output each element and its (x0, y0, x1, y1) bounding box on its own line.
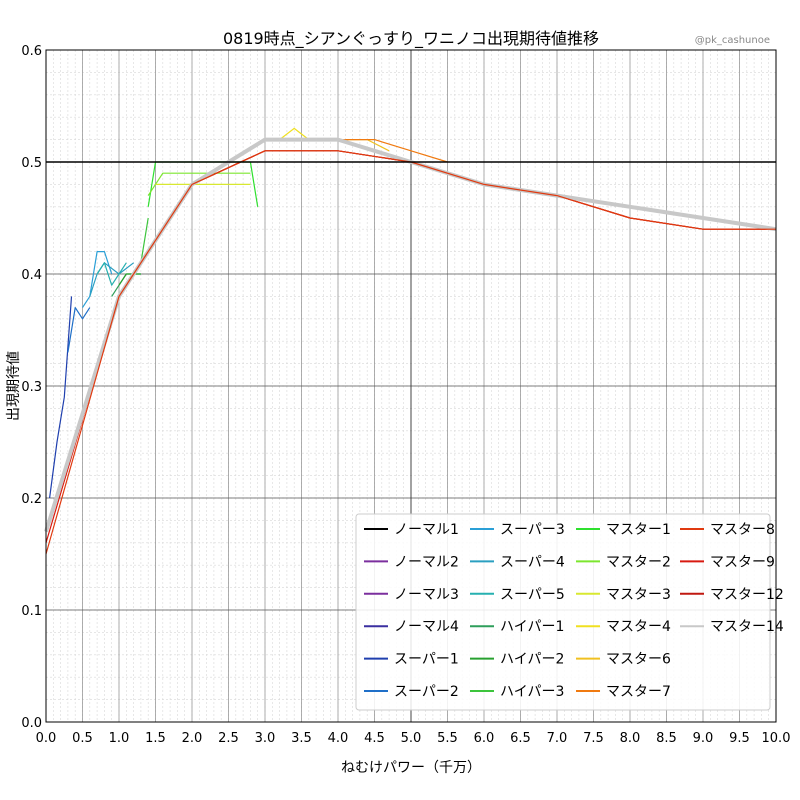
y-axis-label: 出現期待値 (6, 351, 22, 421)
x-tick-label: 9.0 (693, 731, 714, 746)
credit-label: @pk_cashunoe (695, 35, 770, 46)
legend-label: スーパー1 (394, 652, 459, 668)
x-tick-label: 7.5 (583, 731, 604, 746)
y-tick-label: 0.3 (21, 380, 42, 395)
series-line-スーパー5 (96, 262, 127, 286)
legend-label: ノーマル3 (394, 587, 459, 603)
x-tick-label: 3.5 (291, 731, 312, 746)
x-tick-label: 5.0 (401, 731, 422, 746)
plot-frame (45, 49, 777, 723)
legend-label: マスター2 (606, 554, 671, 570)
legend-label: スーパー4 (500, 554, 565, 570)
x-tick-label: 0.0 (36, 731, 57, 746)
series-line-マスター2 (147, 172, 251, 196)
x-tick-label: 2.5 (218, 731, 239, 746)
y-tick-label: 0.6 (21, 44, 42, 59)
legend-box (355, 513, 771, 711)
y-tick-label: 0.5 (21, 156, 42, 171)
legend-label: ハイパー1 (500, 619, 564, 635)
legend-label: ハイパー3 (500, 684, 564, 700)
legend-label: ノーマル2 (394, 554, 459, 570)
y-tick-labels: 0.0 0.1 0.2 0.3 0.4 0.5 0.6 (21, 44, 42, 731)
series-line-スーパー1 (49, 296, 73, 499)
legend-label: スーパー2 (394, 684, 459, 700)
legend-label: マスター9 (710, 554, 775, 570)
legend-label: マスター6 (606, 652, 671, 668)
chart-title: 0819時点_シアンぐっすり_ワニノコ出現期待値推移 (223, 29, 599, 49)
legend-label: ハイパー2 (500, 652, 564, 668)
legend-label: スーパー5 (500, 587, 565, 603)
y-tick-label: 0.1 (21, 604, 42, 619)
legend-label: ノーマル4 (394, 619, 459, 635)
x-tick-label: 7.0 (547, 731, 568, 746)
legend-label: マスター8 (710, 522, 775, 538)
x-tick-label: 6.5 (510, 731, 531, 746)
x-tick-label: 5.5 (437, 731, 458, 746)
x-tick-label: 1.0 (109, 731, 130, 746)
x-tick-label: 8.5 (656, 731, 677, 746)
x-tick-label: 8.0 (620, 731, 641, 746)
x-tick-label: 4.5 (364, 731, 385, 746)
x-axis-label: ねむけパワー（千万） (341, 760, 481, 776)
y-tick-label: 0.0 (21, 716, 42, 731)
legend-label: マスター14 (710, 619, 784, 635)
y-tick-label: 0.2 (21, 492, 42, 507)
x-tick-label: 10.0 (762, 731, 791, 746)
legend-label: マスター4 (606, 619, 671, 635)
x-tick-label: 6.0 (474, 731, 495, 746)
legend-label: マスター3 (606, 587, 671, 603)
series-line-スーパー2 (67, 307, 91, 353)
legend-label: マスター7 (606, 684, 671, 700)
series-line-ハイパー2 (118, 273, 141, 286)
legend: ノーマル1 ノーマル2 ノーマル3 ノーマル4 スーパー1 スーパー2 スーパー3 スーパー4… (355, 513, 784, 711)
legend-label: スーパー3 (500, 522, 565, 538)
x-tick-label: 9.5 (729, 731, 750, 746)
x-tick-labels: 0.0 0.5 1.0 1.5 2.0 2.5 3.0 3.5 4.0 4.5 5.0 5.5 6.0 6… (36, 731, 791, 746)
x-tick-label: 2.0 (182, 731, 203, 746)
legend-label: マスター1 (606, 522, 671, 538)
x-tick-label: 1.5 (145, 731, 166, 746)
legend-label: マスター12 (710, 587, 784, 603)
x-tick-label: 0.5 (72, 731, 93, 746)
y-tick-label: 0.4 (21, 268, 42, 283)
x-tick-label: 3.0 (255, 731, 276, 746)
legend-label: ノーマル1 (394, 522, 459, 538)
series-line-スーパー3 (81, 251, 113, 308)
x-tick-label: 4.0 (328, 731, 349, 746)
